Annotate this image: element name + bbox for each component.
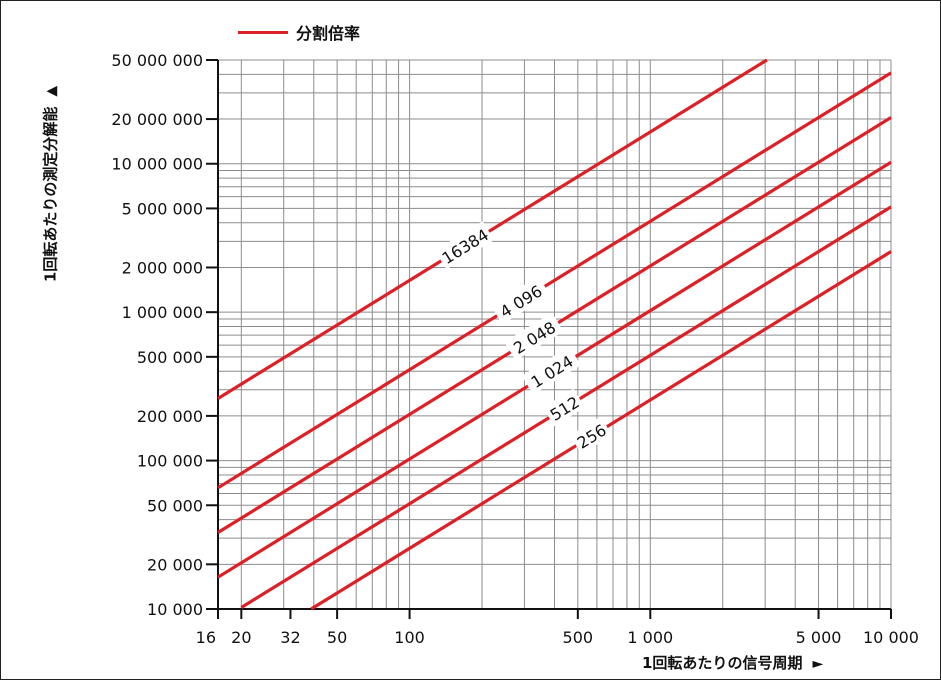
series-label-bg: [434, 221, 495, 270]
series-label-group: 4 096: [490, 276, 550, 325]
y-tick-label: 50 000: [147, 496, 203, 515]
legend-label: 分割倍率: [296, 24, 361, 43]
series-label-bg: [504, 312, 564, 361]
tick-labels: 10 000 20 000 50 000 100 000 200 000 500 000 1…: [111, 51, 919, 647]
y-tick-label: 10 000: [147, 600, 203, 619]
series-label-group: 256: [569, 416, 613, 455]
series-line-16384: [217, 58, 768, 400]
x-tick-label: 20: [231, 628, 251, 647]
right-arrow-icon: ►: [812, 656, 824, 672]
legend-swatch: [238, 30, 288, 34]
series-label-bg: [490, 276, 550, 325]
y-tick-label: 20 000 000: [111, 110, 203, 129]
y-tick-label: 10 000 000: [111, 155, 203, 174]
series-label-group: 16384: [434, 221, 495, 270]
y-tick-label: 2 000 000: [122, 258, 203, 277]
x-tick-label: 10 000: [863, 628, 919, 647]
x-axis-title: 1回転あたりの信号周期 ►: [642, 652, 823, 673]
y-tick-label: 50 000 000: [111, 51, 203, 70]
y-axis-title: 1回転あたりの測定分解能 ▲: [40, 86, 61, 282]
axes: [206, 59, 892, 619]
y-tick-label: 5 000 000: [122, 199, 203, 218]
series-label-16384: 16384: [439, 225, 492, 268]
legend: 分割倍率: [238, 20, 360, 44]
up-arrow-icon: ▲: [43, 85, 60, 97]
x-tick-label: 16: [196, 628, 216, 647]
y-axis-label: 1回転あたりの測定分解能: [41, 106, 60, 283]
series-label-bg: [569, 416, 613, 455]
x-axis-label: 1回転あたりの信号周期: [642, 654, 803, 672]
x-tick-label: 1 000: [627, 628, 673, 647]
x-tick-label: 5 000: [796, 628, 842, 647]
y-tick-label: 500 000: [137, 348, 203, 367]
y-tick-label: 200 000: [137, 407, 203, 426]
x-tick-label: 32: [280, 628, 300, 647]
x-tick-label: 500: [563, 628, 594, 647]
y-tick-label: 1 000 000: [122, 303, 203, 322]
series-label-group: 1 024: [521, 346, 581, 395]
x-tick-label: 100: [394, 628, 425, 647]
x-tick-label: 50: [327, 628, 347, 647]
y-tick-label: 100 000: [137, 452, 203, 471]
series-label-bg: [542, 388, 586, 427]
series-line-4096: [217, 71, 892, 490]
y-tick-label: 20 000: [147, 555, 203, 574]
series-label-group: 512: [542, 388, 586, 427]
series-label-bg: [521, 346, 581, 395]
